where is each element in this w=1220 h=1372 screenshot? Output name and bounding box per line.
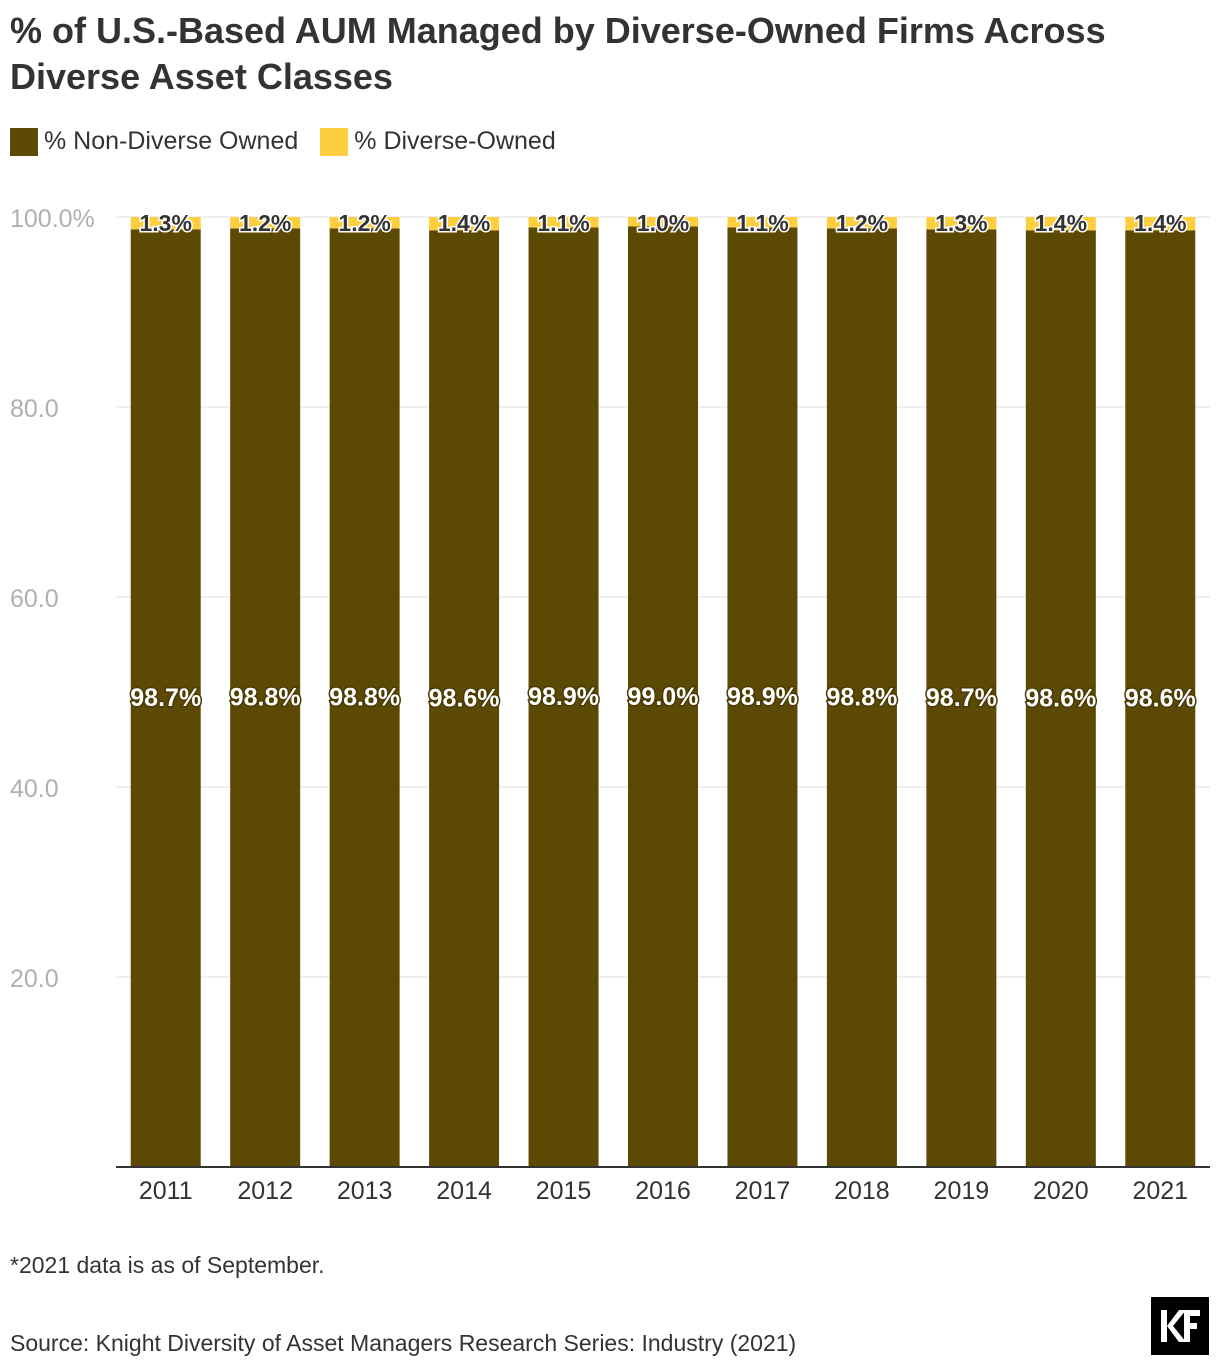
legend-item-non-diverse: % Non-Diverse Owned (10, 127, 298, 156)
data-label-non-diverse: 98.6% (1025, 685, 1096, 713)
legend-label-diverse: % Diverse-Owned (354, 127, 556, 155)
bar-diverse (429, 217, 500, 231)
x-tick-label: 2020 (1033, 1177, 1089, 1205)
kf-logo-icon (1151, 1297, 1209, 1355)
bar-non-diverse (329, 228, 400, 1167)
x-tick-label: 2013 (337, 1177, 393, 1205)
bar-non-diverse (826, 228, 897, 1167)
x-tick-label: 2011 (139, 1177, 193, 1205)
x-tick-label: 2021 (1132, 1177, 1188, 1205)
bar-diverse (1025, 217, 1096, 231)
legend-item-diverse: % Diverse-Owned (320, 127, 556, 156)
x-tick-label: 2016 (635, 1177, 691, 1205)
bar-non-diverse (429, 230, 500, 1168)
x-tick-label: 2017 (735, 1177, 791, 1205)
data-label-diverse: 1.0% (637, 210, 689, 236)
bar-diverse (130, 217, 201, 230)
y-tick-label: 80.0 (10, 395, 59, 423)
data-label-non-diverse: 98.8% (329, 684, 400, 712)
bar-diverse (926, 217, 997, 230)
bar-non-diverse (628, 226, 698, 1167)
bar-non-diverse (528, 227, 599, 1167)
data-label-diverse: 1.3% (935, 210, 987, 236)
data-label-non-diverse: 98.8% (826, 684, 897, 712)
x-tick-label: 2012 (237, 1177, 293, 1205)
bar-non-diverse (1025, 230, 1096, 1168)
y-tick-label: 40.0 (10, 775, 59, 803)
bar-non-diverse (926, 229, 997, 1168)
data-label-non-diverse: 98.6% (1125, 685, 1196, 713)
data-label-diverse: 1.4% (1035, 210, 1087, 236)
bar-non-diverse (727, 227, 798, 1167)
x-tick-label: 2018 (834, 1177, 890, 1205)
y-tick-label: 100.0% (10, 205, 95, 233)
data-label-diverse: 1.2% (338, 210, 390, 236)
x-tick-label: 2019 (934, 1177, 990, 1205)
data-label-non-diverse: 98.8% (230, 684, 301, 712)
data-label-non-diverse: 98.6% (429, 685, 500, 713)
y-tick-label: 60.0 (10, 585, 59, 613)
data-label-non-diverse: 98.9% (727, 683, 798, 711)
footnote: *2021 data is as of September. (10, 1252, 325, 1278)
data-label-diverse: 1.3% (140, 210, 192, 236)
stacked-bar-chart: 20.0 40.0 60.0 80.0 100.0% 98.7% 1.3% 2011 98.8%… (10, 205, 1210, 1205)
data-label-diverse: 1.4% (438, 210, 490, 236)
bar-diverse (826, 217, 897, 229)
legend-swatch-non-diverse (10, 127, 38, 156)
data-label-diverse: 1.1% (537, 210, 589, 236)
chart-title: % of U.S.-Based AUM Managed by Diverse-O… (10, 10, 1106, 97)
y-tick-label: 20.0 (10, 965, 59, 993)
legend: % Non-Diverse Owned % Diverse-Owned (10, 127, 578, 156)
bar-diverse (528, 217, 599, 228)
data-label-non-diverse: 98.7% (926, 684, 997, 712)
data-label-diverse: 1.4% (1134, 210, 1186, 236)
bar-non-diverse (230, 228, 301, 1167)
data-label-non-diverse: 98.9% (528, 683, 599, 711)
data-label-non-diverse: 98.7% (130, 684, 201, 712)
legend-label-non-diverse: % Non-Diverse Owned (44, 127, 299, 155)
source-note: Source: Knight Diversity of Asset Manage… (10, 1330, 797, 1356)
data-label-diverse: 1.2% (836, 210, 888, 236)
legend-swatch-diverse (320, 127, 349, 156)
x-tick-label: 2015 (536, 1177, 592, 1205)
bar-non-diverse (1125, 230, 1196, 1168)
bar-diverse (727, 217, 798, 228)
x-tick-label: 2014 (436, 1177, 492, 1205)
bar-diverse (329, 217, 400, 229)
data-label-diverse: 1.2% (239, 210, 291, 236)
bar-diverse (628, 217, 698, 227)
bar-diverse (230, 217, 301, 229)
data-label-non-diverse: 99.0% (628, 683, 699, 711)
bar-non-diverse (130, 229, 201, 1168)
bar-diverse (1125, 217, 1196, 231)
data-label-diverse: 1.1% (736, 210, 788, 236)
